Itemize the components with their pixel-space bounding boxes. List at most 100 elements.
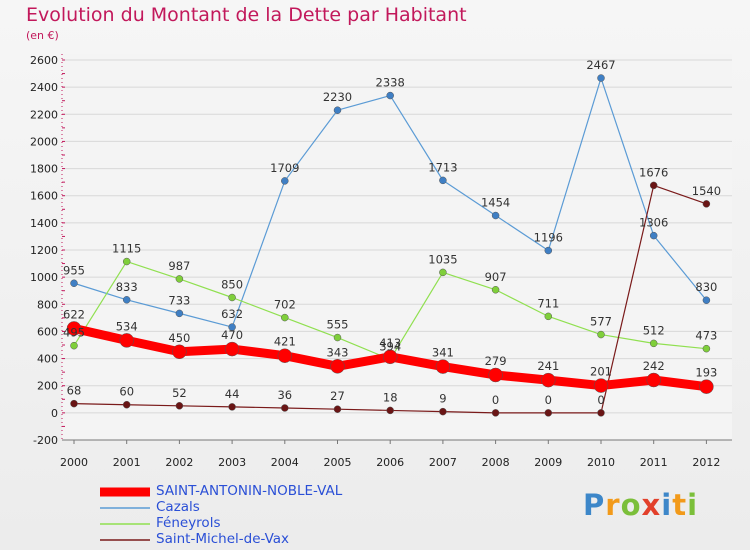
data-label: 577 <box>590 315 612 329</box>
chart-title: Evolution du Montant de la Dette par Hab… <box>26 4 467 26</box>
data-label: 2338 <box>376 76 405 90</box>
data-label: 413 <box>379 336 401 350</box>
data-label: 9 <box>439 392 446 406</box>
y-tick-label: 600 <box>37 325 58 338</box>
data-point <box>491 409 500 417</box>
data-label: 987 <box>168 259 190 273</box>
legend-item-feneyrols[interactable]: Féneyrols <box>100 515 460 532</box>
data-point <box>70 341 78 350</box>
data-point <box>646 372 661 388</box>
legend-swatch-feneyrols <box>100 523 150 525</box>
data-point <box>649 339 658 348</box>
data-point <box>281 177 289 185</box>
data-point <box>439 176 447 185</box>
data-point <box>175 402 184 410</box>
legend-item-saint-michel[interactable]: Saint-Michel-de-Vax <box>100 531 460 548</box>
y-tick-label: 1400 <box>30 217 58 230</box>
data-point <box>439 407 447 416</box>
y-tick-label: 200 <box>37 380 58 393</box>
legend: SAINT-ANTONIN-NOBLE-VAL Cazals Féneyrols… <box>100 483 460 548</box>
data-point <box>122 400 131 409</box>
data-point <box>439 268 447 277</box>
data-label: 1540 <box>692 184 721 198</box>
legend-item-cazals[interactable]: Cazals <box>100 499 460 516</box>
data-point <box>333 106 342 114</box>
data-label: 711 <box>537 296 559 310</box>
data-point <box>649 231 658 240</box>
data-label: 1454 <box>481 196 510 210</box>
logo-letter: x <box>641 488 662 522</box>
data-label: 27 <box>330 389 345 403</box>
data-point <box>277 348 293 363</box>
legend-label-feneyrols: Féneyrols <box>156 515 221 531</box>
data-label: 833 <box>116 280 138 294</box>
data-label: 60 <box>119 385 134 399</box>
data-label: 632 <box>221 307 243 321</box>
data-label: 52 <box>172 386 187 400</box>
x-tick-label: 2011 <box>640 456 668 469</box>
data-label: 850 <box>221 278 243 292</box>
x-tick-label: 2005 <box>324 456 352 469</box>
data-label: 495 <box>63 326 85 340</box>
logo-letter: t <box>672 488 688 522</box>
x-tick-label: 2001 <box>113 456 141 469</box>
data-label: 2467 <box>586 58 615 72</box>
data-label: 0 <box>597 393 604 407</box>
data-point <box>386 406 394 415</box>
y-tick-label: 2000 <box>30 135 58 148</box>
y-tick-label: 1800 <box>30 163 58 176</box>
legend-swatch-saint-michel <box>100 539 150 541</box>
data-label: 1676 <box>639 165 668 179</box>
x-tick-label: 2008 <box>482 456 510 469</box>
data-label: 907 <box>485 270 507 284</box>
logo-letter: i <box>687 488 699 522</box>
data-point <box>702 296 711 304</box>
data-label: 421 <box>274 335 296 349</box>
data-point <box>228 403 236 411</box>
data-point <box>333 333 342 342</box>
legend-label-saint-michel: Saint-Michel-de-Vax <box>156 531 290 547</box>
y-tick-label: 400 <box>37 353 58 366</box>
data-point <box>119 333 134 348</box>
data-point <box>172 344 187 360</box>
legend-label-saint-antonin: SAINT-ANTONIN-NOBLE-VAL <box>156 483 343 499</box>
data-label: 1196 <box>534 231 563 245</box>
data-point <box>228 293 236 302</box>
y-tick-label: 2200 <box>30 108 58 121</box>
legend-swatch-saint-antonin <box>100 487 150 497</box>
data-point <box>70 279 78 287</box>
x-tick-label: 2003 <box>218 456 246 469</box>
data-point <box>699 379 714 394</box>
data-point <box>333 405 342 413</box>
data-point <box>122 296 131 304</box>
data-point <box>597 74 605 82</box>
data-point <box>544 312 553 321</box>
data-label: 955 <box>63 263 85 277</box>
data-label: 555 <box>327 318 349 332</box>
x-tick-label: 2007 <box>429 456 457 469</box>
data-point <box>544 409 553 417</box>
data-label: 830 <box>695 280 717 294</box>
x-tick-label: 2009 <box>534 456 562 469</box>
logo-letter: o <box>620 488 642 522</box>
y-tick-label: 1000 <box>30 271 58 284</box>
data-label: 394 <box>379 339 401 353</box>
data-point <box>435 359 451 374</box>
data-label: 201 <box>590 365 612 379</box>
data-label: 68 <box>67 384 82 398</box>
data-point <box>175 309 184 318</box>
data-label: 193 <box>695 366 717 380</box>
x-tick-label: 2000 <box>60 456 88 469</box>
data-label: 0 <box>545 393 552 407</box>
proxiti-logo: Proxiti <box>583 488 698 522</box>
x-tick-label: 2002 <box>165 456 193 469</box>
data-point <box>330 359 345 374</box>
data-label: 2230 <box>323 90 352 104</box>
data-label: 242 <box>643 359 665 373</box>
data-label: 18 <box>383 390 398 404</box>
legend-item-saint-antonin[interactable]: SAINT-ANTONIN-NOBLE-VAL <box>100 483 460 500</box>
data-label: 1306 <box>639 216 668 230</box>
data-label: 450 <box>168 331 190 345</box>
data-label: 1709 <box>270 161 299 175</box>
